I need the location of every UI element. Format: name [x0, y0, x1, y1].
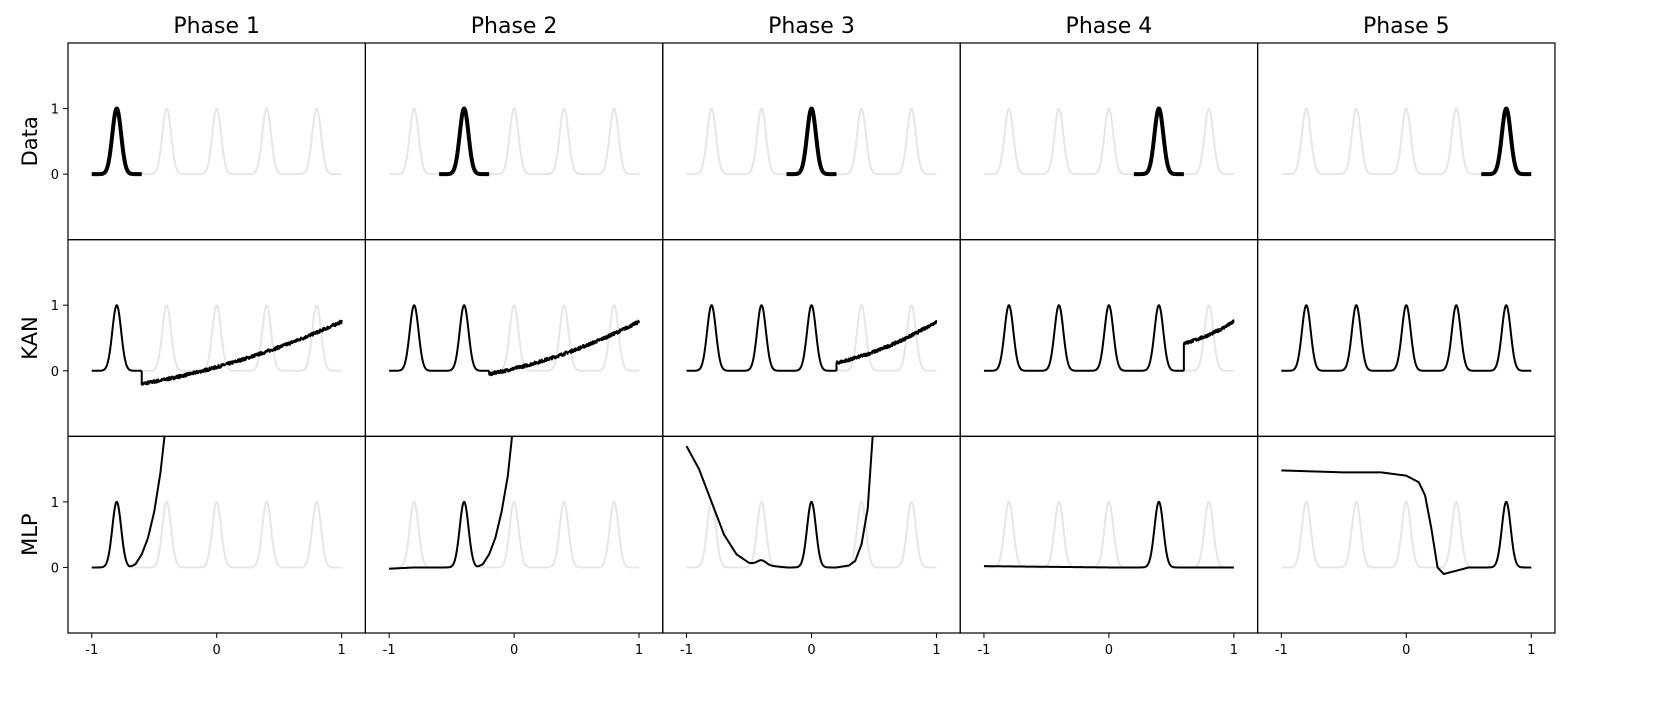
phase-titles: Phase 1 Phase 2 Phase 3 Phase 4 Phase 5 [173, 14, 1449, 39]
x-tick-label: 0 [510, 643, 518, 658]
y-tick-label: 1 [51, 299, 59, 314]
panel-kan-phase-3 [662, 239, 961, 437]
kan-fit-line [388, 304, 490, 372]
axes-frame [67, 435, 366, 634]
axes-frame [1256, 239, 1556, 437]
y-tick-label: 0 [51, 365, 59, 380]
mlp-fit-line [685, 436, 874, 569]
row-labels: Data KAN MLP [18, 116, 42, 556]
data-points-line [1132, 106, 1186, 177]
x-tick-label: -1 [85, 643, 98, 658]
panel-mlp-phase-5: -1 0 1 [1256, 435, 1556, 658]
panel-kan-phase-4 [959, 239, 1259, 437]
mlp-fit-line [388, 436, 514, 570]
background-peaks-line [388, 500, 640, 569]
panel-mlp-phase-3: -1 0 1 [662, 435, 961, 658]
panel-kan-phase-5 [1256, 239, 1556, 437]
row-label: MLP [18, 513, 42, 555]
background-peaks-line [685, 107, 938, 176]
panel-data-phase-1: 01 [51, 42, 366, 241]
y-tick-label: 1 [51, 103, 59, 118]
y-tick-label: 0 [51, 168, 59, 183]
phase-title: Phase 3 [768, 14, 855, 39]
x-tick-label: 0 [213, 643, 221, 658]
phase-title: Phase 2 [471, 14, 558, 39]
x-tick-label: 1 [635, 643, 643, 658]
data-points-line [1479, 106, 1533, 177]
kan-forgotten-region-line [835, 319, 938, 365]
axes-frame [959, 435, 1259, 634]
x-tick-label: -1 [977, 643, 990, 658]
background-peaks-line [685, 304, 938, 372]
x-tick-label: 1 [1230, 643, 1238, 658]
row-label: KAN [18, 316, 42, 359]
data-points-line [437, 106, 491, 177]
x-tick-label: 1 [1527, 643, 1535, 658]
background-peaks-line [1280, 304, 1532, 372]
panel-data-phase-3 [662, 42, 961, 241]
panel-mlp-phase-1: 0 1 -1 0 1 [51, 435, 366, 658]
mlp-fit-line [983, 500, 1235, 569]
x-tick-label: -1 [680, 643, 693, 658]
kan-forgotten-region-line [140, 319, 343, 386]
axes-frame [662, 239, 961, 437]
axes-frame [364, 435, 664, 634]
panel-data-phase-2 [364, 42, 664, 241]
kan-fit-line [983, 304, 1185, 372]
x-tick-label: 1 [338, 643, 346, 658]
panel-data-phase-4 [959, 42, 1259, 241]
x-tick-label: -1 [383, 643, 396, 658]
kan-forgotten-region-line [488, 319, 640, 377]
phase-title: Phase 5 [1363, 14, 1450, 39]
phase-title: Phase 4 [1066, 14, 1153, 39]
kan-fit-line [91, 304, 143, 372]
y-tick-label: 1 [51, 496, 59, 511]
axes-frame [67, 239, 366, 437]
x-tick-label: 0 [807, 643, 815, 658]
x-tick-label: 0 [1105, 643, 1113, 658]
x-tick-label: -1 [1275, 643, 1288, 658]
row-label: Data [18, 116, 42, 166]
axes-frame [959, 239, 1259, 437]
kan-fit-line [685, 304, 838, 372]
background-peaks-line [388, 107, 640, 176]
data-points-line [784, 106, 839, 177]
background-peaks-line [983, 500, 1235, 569]
mlp-fit-line [91, 436, 166, 569]
panel-data-phase-5 [1256, 42, 1556, 241]
axes-frame [662, 42, 961, 241]
background-peaks-line [91, 107, 343, 176]
x-tick-label: 0 [1402, 643, 1410, 658]
background-peaks-line [1280, 107, 1532, 176]
background-peaks-line [1280, 500, 1532, 569]
panel-mlp-phase-4: -1 0 1 [959, 435, 1259, 658]
kan-fit-line [1280, 304, 1532, 372]
axes-frame [959, 42, 1259, 241]
axes-frame [662, 435, 961, 634]
axes-frame [364, 42, 664, 241]
x-tick-label: 1 [932, 643, 940, 658]
panel-mlp-phase-2: -1 0 1 [364, 435, 664, 658]
background-peaks-line [91, 500, 343, 569]
panel-kan-phase-2 [364, 239, 664, 437]
axes-frame [364, 239, 664, 437]
panel-kan-phase-1: 01 [51, 239, 366, 437]
background-peaks-line [983, 107, 1235, 176]
axes-frame [1256, 435, 1556, 634]
kan-forgotten-region-line [1183, 319, 1235, 346]
mlp-fit-line [1280, 469, 1532, 575]
data-points-line [90, 106, 144, 177]
phase-title: Phase 1 [173, 14, 260, 39]
y-tick-label: 0 [51, 561, 59, 576]
